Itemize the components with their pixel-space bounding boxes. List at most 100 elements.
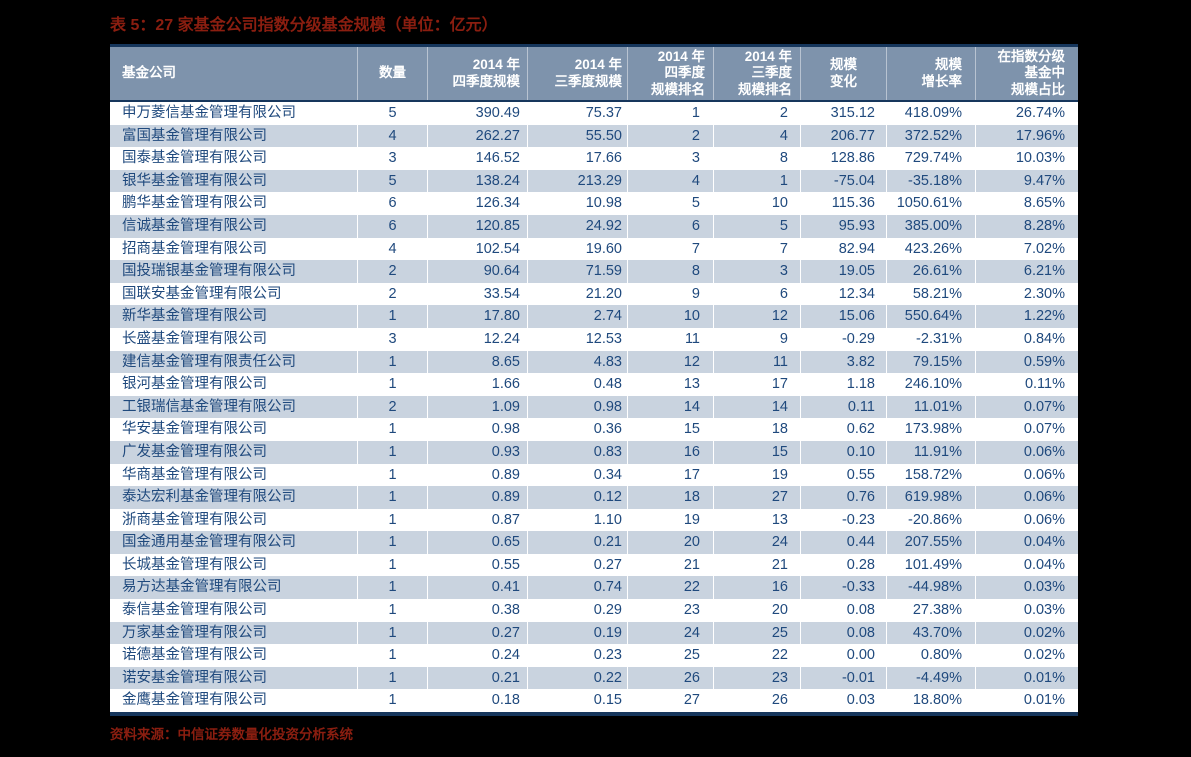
value-cell: 55.50 xyxy=(527,124,627,148)
value-cell: 0.10 xyxy=(800,440,886,464)
table-row: 建信基金管理有限责任公司 1 8.65 4.83 12 11 3.82 79.15% 0.59% xyxy=(110,350,1078,374)
column-header: 在指数分级 基金中 规模占比 xyxy=(975,47,1078,100)
value-cell: 4 xyxy=(357,124,427,148)
value-cell: 12 xyxy=(713,305,800,328)
value-cell: 1 xyxy=(357,666,427,690)
table-header-row: 基金公司 数量 2014 年 四季度规模 2014 年 三季度规模 2014 年 四季度… xyxy=(110,47,1078,102)
value-cell: 0.27 xyxy=(527,553,627,577)
value-cell: 0.06% xyxy=(975,440,1078,464)
value-cell: 1.22% xyxy=(975,305,1078,328)
column-header: 规模 增长率 xyxy=(886,47,975,100)
value-cell: 390.49 xyxy=(427,102,527,125)
value-cell: 0.93 xyxy=(427,440,527,464)
table-row: 国金通用基金管理有限公司 1 0.65 0.21 20 24 0.44 207.55% 0.04… xyxy=(110,531,1078,554)
value-cell: 385.00% xyxy=(886,214,975,238)
value-cell: 27.38% xyxy=(886,599,975,622)
value-cell: 550.64% xyxy=(886,305,975,328)
fund-company-cell: 工银瑞信基金管理有限公司 xyxy=(122,398,296,415)
value-cell: 0.06% xyxy=(975,463,1078,487)
value-cell: 10.98 xyxy=(527,192,627,215)
table-row: 诺安基金管理有限公司 1 0.21 0.22 26 23 -0.01 -4.49% 0.01% xyxy=(110,666,1078,690)
value-cell: 7 xyxy=(713,237,800,261)
value-cell: 1 xyxy=(357,553,427,577)
value-cell: 27 xyxy=(627,689,713,713)
value-cell: 20 xyxy=(627,531,713,554)
value-cell: 1.18 xyxy=(800,373,886,396)
value-cell: 19.05 xyxy=(800,260,886,283)
value-cell: 17.96% xyxy=(975,124,1078,148)
value-cell: 213.29 xyxy=(527,169,627,193)
value-cell: -2.31% xyxy=(886,327,975,351)
value-cell: 0.03% xyxy=(975,599,1078,622)
value-cell: 0.02% xyxy=(975,644,1078,667)
value-cell: 0.48 xyxy=(527,373,627,396)
value-cell: 12.24 xyxy=(427,327,527,351)
value-cell: 82.94 xyxy=(800,237,886,261)
value-cell: 0.03% xyxy=(975,576,1078,600)
fund-company-cell: 国泰基金管理有限公司 xyxy=(122,150,267,167)
value-cell: 1 xyxy=(357,418,427,441)
value-cell: 315.12 xyxy=(800,102,886,125)
fund-company-cell: 华商基金管理有限公司 xyxy=(122,466,267,483)
fund-company-cell: 招商基金管理有限公司 xyxy=(122,240,267,257)
table-row: 信诚基金管理有限公司 6 120.85 24.92 6 5 95.93 385.00% 8.28… xyxy=(110,214,1078,238)
value-cell: 0.03 xyxy=(800,689,886,713)
value-cell: 173.98% xyxy=(886,418,975,441)
value-cell: 0.98 xyxy=(527,395,627,419)
value-cell: 423.26% xyxy=(886,237,975,261)
value-cell: 1 xyxy=(357,576,427,600)
value-cell: 6.21% xyxy=(975,260,1078,283)
value-cell: 0.12 xyxy=(527,486,627,509)
value-cell: 1 xyxy=(357,689,427,713)
value-cell: 15 xyxy=(627,418,713,441)
value-cell: 24.92 xyxy=(527,214,627,238)
value-cell: -0.01 xyxy=(800,666,886,690)
table-row: 诺德基金管理有限公司 1 0.24 0.23 25 22 0.00 0.80% 0.02% xyxy=(110,644,1078,667)
value-cell: 12 xyxy=(627,350,713,374)
value-cell: 11 xyxy=(713,350,800,374)
value-cell: 0.08 xyxy=(800,621,886,645)
value-cell: 15.06 xyxy=(800,305,886,328)
fund-company-cell: 建信基金管理有限责任公司 xyxy=(122,353,296,370)
value-cell: -0.33 xyxy=(800,576,886,600)
value-cell: 729.74% xyxy=(886,147,975,170)
value-cell: 3 xyxy=(357,327,427,351)
table-row: 工银瑞信基金管理有限公司 2 1.09 0.98 14 14 0.11 11.01% 0.07% xyxy=(110,395,1078,419)
table-row: 银河基金管理有限公司 1 1.66 0.48 13 17 1.18 246.10% 0.11% xyxy=(110,373,1078,396)
table-row: 国联安基金管理有限公司 2 33.54 21.20 9 6 12.34 58.21% 2.30% xyxy=(110,282,1078,306)
value-cell: 207.55% xyxy=(886,531,975,554)
table-row: 易方达基金管理有限公司 1 0.41 0.74 22 16 -0.33 -44.98% 0.03… xyxy=(110,576,1078,600)
value-cell: 8.65% xyxy=(975,192,1078,215)
value-cell: 0.38 xyxy=(427,599,527,622)
value-cell: 90.64 xyxy=(427,260,527,283)
value-cell: 0.80% xyxy=(886,644,975,667)
table-body: 申万菱信基金管理有限公司 5 390.49 75.37 1 2 315.12 418.09% 2… xyxy=(110,102,1078,713)
value-cell: 1.66 xyxy=(427,373,527,396)
value-cell: 5 xyxy=(627,192,713,215)
value-cell: 0.07% xyxy=(975,418,1078,441)
value-cell: 4 xyxy=(713,124,800,148)
value-cell: 26.74% xyxy=(975,102,1078,125)
value-cell: 9.47% xyxy=(975,169,1078,193)
value-cell: 71.59 xyxy=(527,260,627,283)
value-cell: 1 xyxy=(357,350,427,374)
value-cell: 0.62 xyxy=(800,418,886,441)
value-cell: 6 xyxy=(713,282,800,306)
value-cell: 0.02% xyxy=(975,621,1078,645)
value-cell: 26.61% xyxy=(886,260,975,283)
table-row: 华安基金管理有限公司 1 0.98 0.36 15 18 0.62 173.98% 0.07% xyxy=(110,418,1078,441)
value-cell: 0.19 xyxy=(527,621,627,645)
value-cell: 102.54 xyxy=(427,237,527,261)
value-cell: 17.80 xyxy=(427,305,527,328)
table-row: 鹏华基金管理有限公司 6 126.34 10.98 5 10 115.36 1050.61% 8… xyxy=(110,192,1078,215)
fund-scale-table: 基金公司 数量 2014 年 四季度规模 2014 年 三季度规模 2014 年 四季度… xyxy=(110,44,1078,717)
value-cell: 10.03% xyxy=(975,147,1078,170)
value-cell: 138.24 xyxy=(427,169,527,193)
value-cell: 7.02% xyxy=(975,237,1078,261)
value-cell: 0.11% xyxy=(975,373,1078,396)
value-cell: 12.53 xyxy=(527,327,627,351)
value-cell: 20 xyxy=(713,599,800,622)
value-cell: -35.18% xyxy=(886,169,975,193)
table-row: 华商基金管理有限公司 1 0.89 0.34 17 19 0.55 158.72% 0.06% xyxy=(110,463,1078,487)
